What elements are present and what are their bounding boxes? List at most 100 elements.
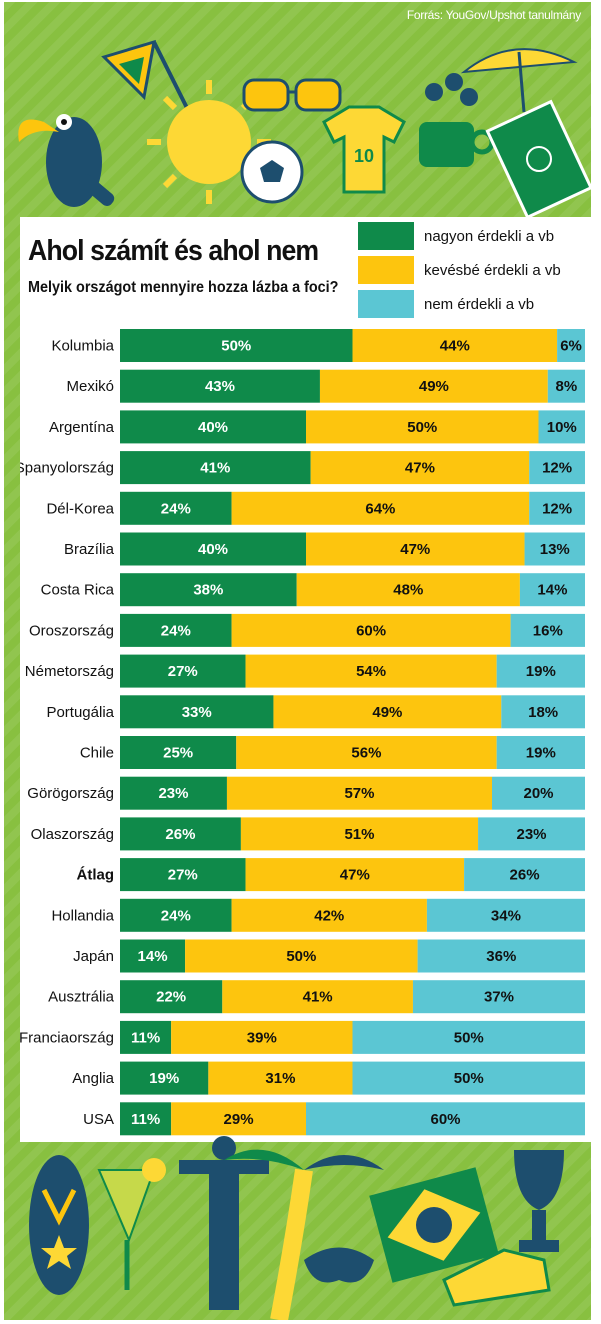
bar-segment (352, 1020, 585, 1054)
flip-flop-icon (29, 1155, 89, 1295)
legend-swatch (358, 256, 414, 284)
value-label: 41% (200, 460, 230, 477)
value-label: 12% (542, 500, 572, 517)
bar-segment (120, 532, 306, 566)
bar-segment (120, 491, 232, 525)
value-label: 60% (356, 622, 386, 639)
category-label: Görögország (27, 785, 114, 802)
value-label: 11% (131, 1029, 160, 1046)
value-label: 23% (517, 826, 547, 843)
carnival-mask-icon (304, 1247, 374, 1283)
coffee-cup-icon (419, 73, 495, 167)
value-label: 11% (131, 1111, 160, 1128)
value-label: 36% (486, 948, 516, 965)
bar-segment (120, 329, 353, 362)
football-boot-icon (442, 1248, 551, 1307)
legend-label: nagyon érdekli a vb (424, 228, 555, 245)
bar-segment (120, 1020, 172, 1054)
bar-segment (426, 898, 585, 932)
stacked-bar-chart: Kolumbia 50% 44% 6% Mexikó 43% 49% 8% Argentína 4… (20, 329, 585, 1136)
value-label: 34% (491, 907, 521, 924)
bar-segment (496, 736, 585, 769)
bar-segment (519, 573, 585, 607)
svg-text:10: 10 (354, 146, 374, 166)
bar-segment (120, 776, 227, 810)
value-label: 27% (168, 663, 198, 680)
bar-segment (492, 776, 585, 810)
bar-segment (306, 1102, 585, 1136)
bar-segment (185, 939, 418, 973)
brazil-flag-icon (369, 1167, 499, 1283)
source-note: Forrás: YouGov/Upshot tanulmány (406, 8, 581, 22)
value-label: 27% (168, 867, 198, 884)
bar-segment (120, 451, 311, 485)
bar-segment (245, 654, 497, 688)
bar-segment (478, 817, 585, 851)
category-label: Japán (73, 948, 114, 965)
value-label: 47% (405, 460, 435, 477)
legend-item-less: kevésbé érdekli a vb (358, 256, 591, 286)
value-label: 10% (547, 419, 577, 436)
value-label: 56% (351, 745, 381, 762)
category-label: Kolumbia (51, 338, 114, 355)
palm-tree-icon (224, 1149, 384, 1320)
value-label: 40% (198, 541, 228, 558)
football-icon (240, 140, 304, 204)
category-label: Brazília (64, 541, 115, 558)
bar-segment (306, 532, 525, 566)
value-label: 6% (560, 338, 582, 355)
legend-swatch (358, 290, 414, 318)
category-label: Ausztrália (48, 989, 115, 1006)
category-label: USA (83, 1111, 114, 1128)
bar-segment (352, 1061, 585, 1095)
sunglasses-icon (242, 78, 342, 112)
category-label: Spanyolország (20, 460, 114, 477)
bar-segment (120, 898, 232, 932)
bar-segment (464, 858, 585, 892)
value-label: 40% (198, 419, 228, 436)
legend-item-none: nem érdekli a vb (358, 290, 591, 320)
bar-segment (120, 980, 223, 1014)
category-label: Olaszország (31, 826, 114, 843)
bar-segment (296, 573, 520, 607)
category-label: Chile (80, 745, 114, 762)
value-label: 47% (400, 541, 430, 558)
bar-segment (319, 369, 548, 403)
value-label: 20% (523, 785, 553, 802)
bar-segment (510, 613, 585, 647)
value-label: 54% (356, 663, 386, 680)
bar-segment (547, 369, 585, 403)
cocktail-icon (97, 1158, 166, 1290)
bar-segment (120, 695, 274, 729)
bar-segment (245, 858, 465, 892)
bar-segment (226, 776, 492, 810)
christ-statue-icon (179, 1136, 269, 1310)
value-label: 14% (537, 582, 567, 599)
legend-item-strong: nagyon érdekli a vb (358, 222, 591, 252)
bar-segment (120, 736, 237, 769)
toucan-icon (18, 114, 115, 207)
bar-segment (120, 654, 246, 688)
value-label: 50% (454, 1070, 484, 1087)
bar-segment (273, 695, 502, 729)
bar-segment (120, 817, 241, 851)
value-label: 24% (161, 622, 191, 639)
category-label: Hollandia (51, 907, 114, 924)
value-label: 42% (314, 907, 344, 924)
value-label: 44% (440, 338, 470, 355)
bar-segment (120, 573, 297, 607)
bar-segment (310, 451, 530, 485)
value-label: 19% (149, 1070, 179, 1087)
value-label: 43% (205, 378, 235, 395)
value-label: 50% (286, 948, 316, 965)
value-label: 50% (221, 338, 251, 355)
value-label: 16% (533, 622, 563, 639)
category-label: Átlag (77, 867, 115, 884)
umbrella-icon (460, 48, 578, 113)
value-label: 47% (340, 867, 370, 884)
bar-segment (120, 1102, 172, 1136)
legend-label: kevésbé érdekli a vb (424, 262, 561, 279)
pennant-icon (101, 39, 191, 113)
bar-segment (501, 695, 585, 729)
chart-panel: Ahol számít és ahol nem Melyik országot … (20, 217, 591, 1142)
